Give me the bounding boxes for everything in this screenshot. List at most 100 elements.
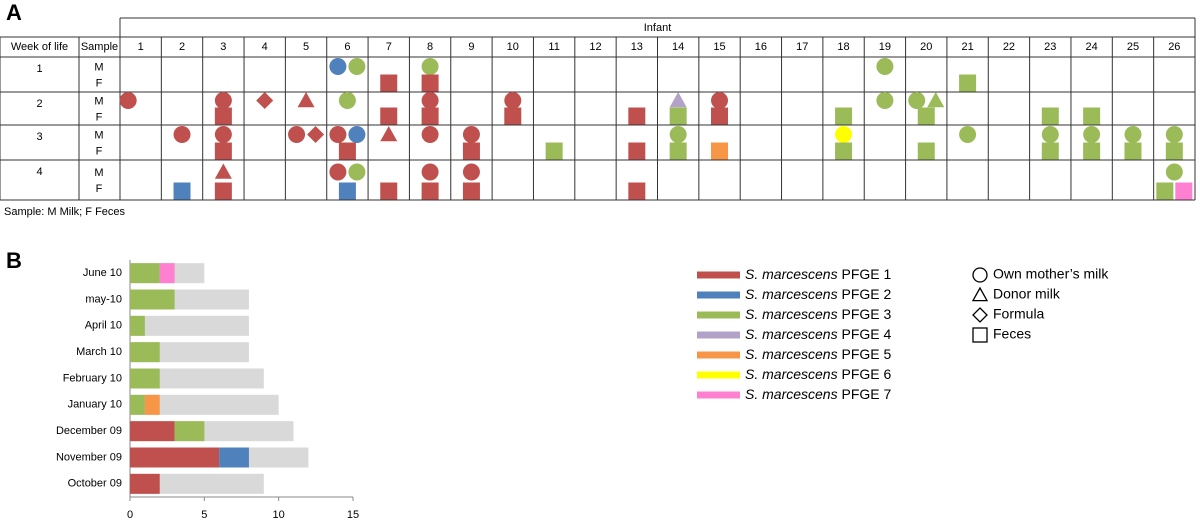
- symbol-triangle: [297, 92, 315, 108]
- symbol-square: [1041, 142, 1059, 160]
- symbol-circle: [876, 92, 894, 109]
- panel-label: B: [6, 248, 22, 273]
- legend-label: S. marcescens PFGE 7: [745, 386, 891, 402]
- column-header: 14: [672, 41, 684, 53]
- symbol-circle: [1165, 163, 1183, 181]
- symbol-circle: [711, 92, 729, 109]
- column-header: 22: [1003, 41, 1015, 53]
- symbol-square: [711, 142, 729, 160]
- y-tick-label: June 10: [83, 267, 122, 279]
- symbol-square: [669, 107, 687, 125]
- symbol-circle: [972, 267, 988, 283]
- symbol-square: [462, 142, 480, 160]
- symbol-square: [917, 142, 935, 160]
- symbol-square: [214, 142, 232, 160]
- symbol-circle: [348, 163, 366, 181]
- symbol-square: [214, 107, 232, 125]
- column-header: 7: [386, 41, 392, 53]
- legend-name: PFGE 3: [841, 306, 891, 322]
- total-bar: [130, 368, 264, 389]
- symbol-square: [338, 182, 356, 200]
- sample-label: M: [94, 95, 103, 107]
- column-header: 6: [344, 41, 350, 53]
- symbol-circle: [421, 58, 439, 75]
- sample-label: M: [94, 129, 103, 141]
- symbol-circle: [288, 126, 306, 143]
- symbol-square: [504, 107, 522, 125]
- column-header: 16: [755, 41, 767, 53]
- bar-segment: [219, 447, 249, 468]
- symbol-square: [1175, 182, 1193, 200]
- symbol-square: [338, 142, 356, 160]
- y-tick-label: November 09: [56, 451, 122, 463]
- sample-label: F: [96, 77, 103, 89]
- symbol-square: [669, 142, 687, 160]
- symbol-diamond: [307, 126, 325, 143]
- week-label: 1: [36, 63, 42, 75]
- column-header: 23: [1044, 41, 1056, 53]
- symbol-circle: [421, 163, 439, 181]
- symbol-circle: [348, 126, 366, 143]
- y-tick-label: January 10: [68, 399, 122, 411]
- x-tick-label: 5: [201, 509, 207, 521]
- symbol-circle: [214, 92, 232, 109]
- bar-segment: [130, 473, 160, 494]
- sample-label: M: [94, 61, 103, 73]
- column-header: 25: [1127, 41, 1139, 53]
- bar-segment: [130, 394, 145, 415]
- symbol-square: [380, 74, 398, 92]
- column-header: 2: [179, 41, 185, 53]
- symbol-circle: [173, 126, 191, 143]
- symbol-square: [1124, 142, 1142, 160]
- symbol-square: [545, 142, 563, 160]
- x-tick-label: 0: [127, 509, 133, 521]
- symbol-circle: [462, 163, 480, 181]
- legend-prefix: S. marcescens: [745, 326, 838, 342]
- column-header: 12: [589, 41, 601, 53]
- column-header: 10: [507, 41, 519, 53]
- bar-segment: [159, 263, 175, 284]
- symbol-circle: [119, 92, 137, 109]
- column-header: 26: [1168, 41, 1180, 53]
- symbol-circle: [462, 126, 480, 143]
- symbol-square: [711, 107, 729, 125]
- symbol-square: [1083, 142, 1101, 160]
- y-tick-label: October 09: [68, 478, 122, 490]
- week-label: 2: [36, 98, 42, 110]
- legend-label: S. marcescens PFGE 3: [745, 306, 891, 322]
- y-tick-label: April 10: [85, 320, 122, 332]
- symbol-square: [421, 74, 439, 92]
- legend-prefix: S. marcescens: [745, 266, 838, 282]
- symbol-square: [628, 142, 646, 160]
- symbol-square: [1165, 142, 1183, 160]
- symbol-circle: [504, 92, 522, 109]
- sample-label: F: [96, 111, 103, 123]
- legend-name: PFGE 6: [841, 366, 891, 382]
- x-tick-label: 15: [347, 509, 359, 521]
- legend-prefix: S. marcescens: [745, 366, 838, 382]
- symbol-circle: [1041, 126, 1059, 143]
- column-header: 18: [837, 41, 849, 53]
- bar-segment: [130, 289, 175, 310]
- shape-legend-label: Formula: [993, 306, 1045, 322]
- symbol-circle: [421, 126, 439, 143]
- legend-label: S. marcescens PFGE 4: [745, 326, 891, 342]
- sample-label: M: [94, 167, 103, 179]
- x-tick-label: 10: [273, 509, 285, 521]
- symbol-triangle: [971, 286, 989, 302]
- symbol-square: [380, 182, 398, 200]
- symbol-circle: [329, 163, 347, 181]
- shape-legend-label: Donor milk: [993, 286, 1061, 302]
- symbol-triangle: [927, 92, 945, 108]
- symbol-square: [835, 107, 853, 125]
- symbol-square: [1083, 107, 1101, 125]
- symbol-circle: [214, 126, 232, 143]
- table-note: Sample: M Milk; F Feces: [4, 206, 126, 218]
- column-header: 15: [713, 41, 725, 53]
- symbol-square: [959, 74, 977, 92]
- column-header: 13: [631, 41, 643, 53]
- sample-label: F: [96, 145, 103, 157]
- symbol-square: [1156, 182, 1174, 200]
- symbol-square: [173, 182, 191, 200]
- symbol-circle: [876, 58, 894, 75]
